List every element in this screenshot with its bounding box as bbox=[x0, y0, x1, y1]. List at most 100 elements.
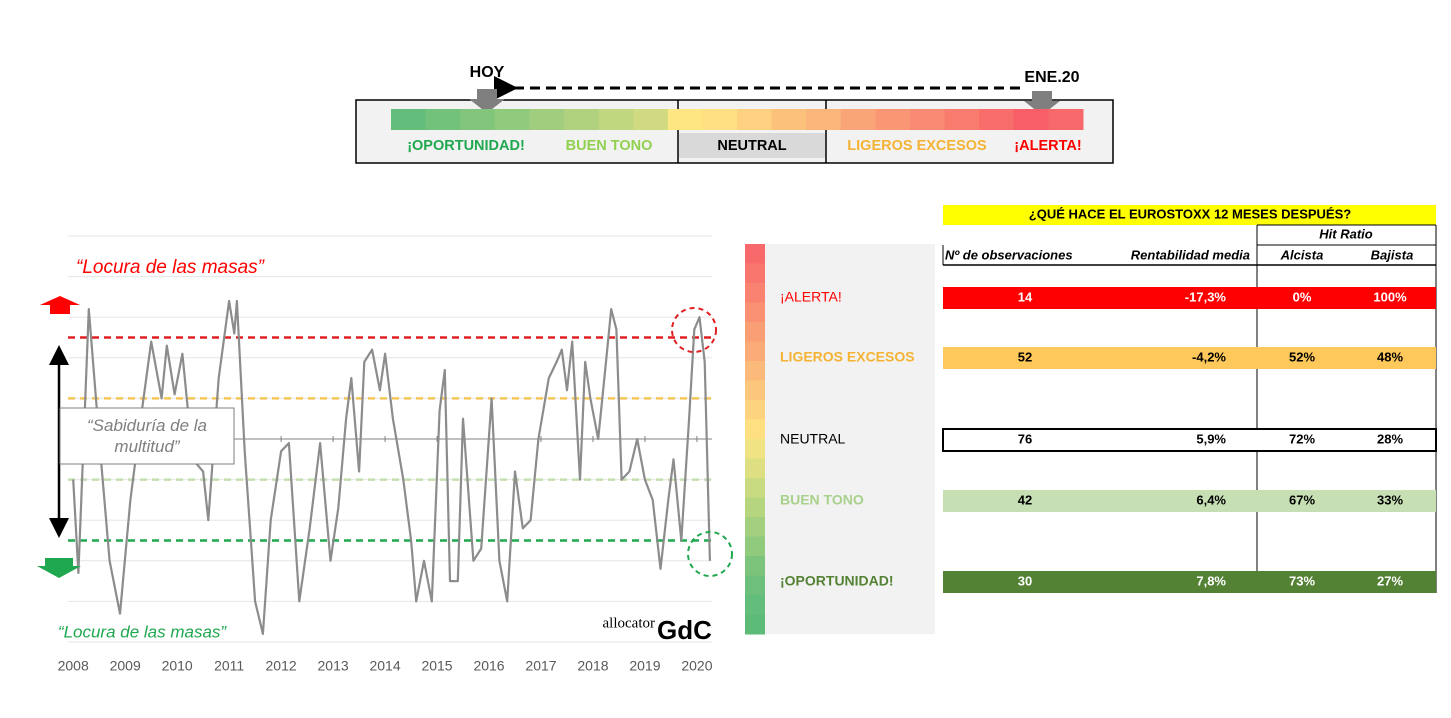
gauge-cell bbox=[564, 109, 600, 130]
scale-cell bbox=[745, 536, 765, 557]
gauge-cell bbox=[771, 109, 807, 130]
gauge-label: ¡OPORTUNIDAD! bbox=[407, 138, 525, 154]
scale-cell bbox=[745, 497, 765, 518]
scale-cell bbox=[745, 556, 765, 576]
level-label: ¡OPORTUNIDAD! bbox=[780, 573, 894, 589]
data-line bbox=[72, 299, 711, 635]
table-cell: 33% bbox=[1377, 492, 1403, 507]
logo: allocator bbox=[603, 615, 655, 631]
table-cell: 42 bbox=[1018, 492, 1032, 507]
gauge-cell bbox=[944, 109, 980, 130]
level-label: BUEN TONO bbox=[780, 492, 864, 508]
start-label: ENE.20 bbox=[1024, 69, 1079, 86]
scale-cell bbox=[745, 517, 765, 537]
table-cell: 48% bbox=[1377, 349, 1403, 364]
gauge-cell bbox=[667, 109, 703, 130]
table-cell: 14 bbox=[1018, 289, 1033, 304]
table-cell: 100% bbox=[1373, 289, 1407, 304]
column-header: Nº de observaciones bbox=[945, 247, 1073, 262]
highlight-circle bbox=[671, 307, 717, 353]
table-cell: -17,3% bbox=[1185, 289, 1227, 304]
table-cell: 0% bbox=[1293, 289, 1312, 304]
panel-bg bbox=[765, 244, 935, 634]
scale-cell bbox=[745, 419, 765, 440]
gauge-cell bbox=[702, 109, 738, 130]
scale-cell bbox=[745, 302, 765, 323]
gauge-cell bbox=[806, 109, 842, 130]
gauge-cell bbox=[598, 109, 634, 130]
scale-cell bbox=[745, 575, 765, 596]
column-header: Bajista bbox=[1371, 247, 1414, 262]
row-bg bbox=[943, 347, 1436, 369]
scale-cell bbox=[745, 478, 765, 498]
x-tick-label: 2020 bbox=[681, 658, 712, 674]
start-marker bbox=[1024, 91, 1060, 115]
x-tick-label: 2018 bbox=[577, 658, 608, 674]
x-tick-label: 2008 bbox=[58, 658, 89, 674]
scale-cell bbox=[745, 361, 765, 381]
scale-cell bbox=[745, 263, 765, 284]
scale-cell bbox=[745, 614, 765, 635]
table-cell: 72% bbox=[1289, 431, 1315, 446]
up-arrow bbox=[40, 296, 80, 314]
chart: 2008 2009 2010 2011 2012 2013 2014 2015 2016 2017… bbox=[37, 235, 733, 674]
annotation: “Sabiduría de la multitud” bbox=[87, 416, 207, 456]
table-cell: 76 bbox=[1018, 431, 1032, 446]
table: ¿QUÉ HACE EL EUROSTOXX 12 MESES DESPUÉS?… bbox=[942, 205, 1437, 593]
gauge-label: ¡ALERTA! bbox=[1014, 138, 1081, 154]
scale-cell bbox=[745, 322, 765, 342]
x-tick-label: 2017 bbox=[525, 658, 556, 674]
annotation-box bbox=[59, 407, 235, 465]
scale-cell bbox=[745, 595, 765, 615]
gauge-cell bbox=[494, 109, 530, 130]
gauge-cell bbox=[840, 109, 876, 130]
gauge-cell bbox=[979, 109, 1015, 130]
annotation: “Locura de las masas” bbox=[58, 622, 228, 641]
today-marker bbox=[469, 89, 505, 113]
scale-cell bbox=[745, 380, 765, 401]
annotation: “Locura de las masas” bbox=[76, 257, 266, 278]
column-header: Alcista bbox=[1280, 247, 1324, 262]
gauge-label: BUEN TONO bbox=[566, 138, 653, 154]
gauge-cell bbox=[425, 109, 461, 130]
x-tick-label: 2019 bbox=[629, 658, 660, 674]
gauge-label: LIGEROS EXCESOS bbox=[847, 138, 987, 154]
x-tick-label: 2013 bbox=[318, 658, 349, 674]
gauge-cell bbox=[529, 109, 565, 130]
gauge-cell bbox=[910, 109, 946, 130]
table-cell: 5,9% bbox=[1196, 431, 1226, 446]
level-label: NEUTRAL bbox=[780, 431, 846, 447]
scale-cell bbox=[745, 400, 765, 420]
x-tick-label: 2015 bbox=[421, 658, 452, 674]
table-cell: 67% bbox=[1289, 492, 1315, 507]
scale-cell bbox=[745, 458, 765, 479]
table-cell: -4,2% bbox=[1192, 349, 1226, 364]
x-tick-label: 2016 bbox=[473, 658, 504, 674]
level-label: LIGEROS EXCESOS bbox=[780, 349, 915, 365]
row-bg bbox=[942, 428, 1437, 452]
table-cell: 30 bbox=[1018, 573, 1032, 588]
table-cell: 6,4% bbox=[1196, 492, 1226, 507]
table-cell: 73% bbox=[1289, 573, 1315, 588]
table-cell: 28% bbox=[1377, 431, 1403, 446]
table-cell: 7,8% bbox=[1196, 573, 1226, 588]
table-cell: 52 bbox=[1018, 349, 1032, 364]
gauge-cell bbox=[460, 109, 496, 130]
table-cell: 27% bbox=[1377, 573, 1403, 588]
group-header: Hit Ratio bbox=[1319, 226, 1373, 241]
x-tick-label: 2009 bbox=[110, 658, 141, 674]
scale-cell bbox=[745, 341, 765, 362]
scale-cell bbox=[745, 283, 765, 303]
down-arrow bbox=[37, 558, 81, 578]
x-tick-label: 2012 bbox=[266, 658, 297, 674]
gauge-cell bbox=[737, 109, 773, 130]
gauge-cell bbox=[1013, 109, 1049, 130]
gauge-label: NEUTRAL bbox=[717, 138, 786, 154]
gauge-cell bbox=[391, 109, 427, 130]
logo: GdC bbox=[657, 615, 712, 645]
row-bg bbox=[943, 287, 1436, 309]
table-title: ¿QUÉ HACE EL EUROSTOXX 12 MESES DESPUÉS? bbox=[1029, 206, 1351, 221]
highlight-circle bbox=[687, 531, 733, 577]
row-bg bbox=[943, 571, 1436, 593]
